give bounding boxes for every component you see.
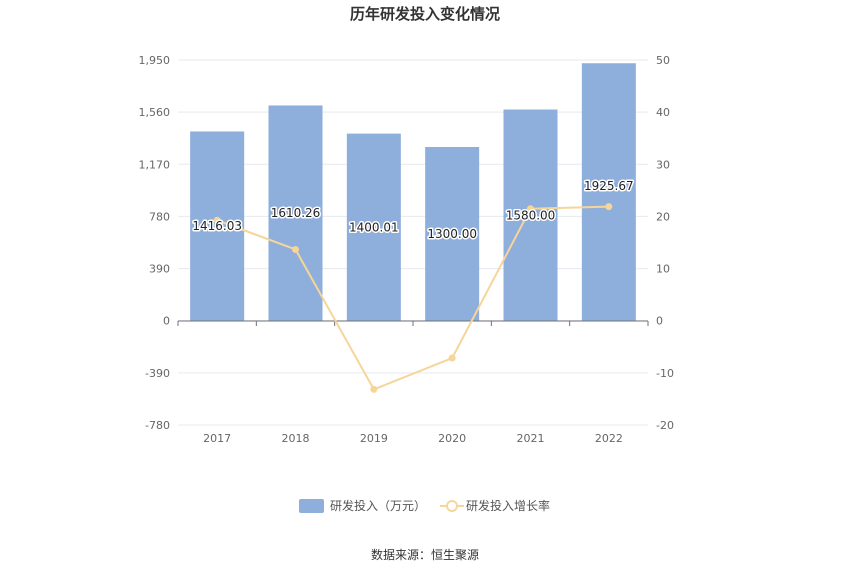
x-axis: 2017 2018 2019 2020 2021 2022	[177, 320, 649, 445]
right-tick-label: 10	[656, 263, 670, 276]
x-tick-label: 2019	[360, 432, 388, 445]
bar	[503, 109, 558, 322]
bar-value-label: 1580.00	[506, 208, 556, 222]
line-series	[213, 203, 613, 393]
legend-line-marker	[446, 500, 458, 512]
bar	[581, 63, 636, 322]
growth-point	[292, 245, 299, 253]
bar	[268, 105, 323, 321]
right-tick-label: -20	[656, 419, 674, 432]
x-tick-label: 2017	[203, 432, 231, 445]
left-tick-label: 390	[149, 263, 170, 276]
bar-value-label: 1416.03	[192, 219, 242, 233]
left-tick-label: 1,170	[139, 158, 171, 171]
right-axis-ticks: 50 40 30 20 10 0 -10 -20	[656, 54, 674, 432]
right-tick-label: -10	[656, 367, 674, 380]
legend-bar-swatch	[299, 499, 324, 513]
right-tick-label: 50	[656, 54, 670, 67]
x-tick-label: 2020	[438, 432, 466, 445]
bar-value-label: 1300.00	[427, 227, 477, 241]
left-tick-label: 1,950	[139, 54, 171, 67]
growth-point	[605, 203, 613, 211]
bar-value-label: 1610.26	[271, 206, 321, 220]
bar-value-label: 1925.67	[584, 179, 634, 193]
source-note: 数据来源：恒生聚源	[371, 547, 479, 562]
growth-point	[213, 216, 221, 224]
right-tick-label: 40	[656, 106, 670, 119]
left-tick-label: -780	[145, 419, 170, 432]
left-axis-ticks: 1,950 1,560 1,170 780 390 0 -390 -780	[139, 54, 171, 432]
bar	[425, 147, 480, 321]
left-tick-label: 1,560	[139, 106, 171, 119]
left-tick-label: -390	[145, 367, 170, 380]
data-labels: 1416.03 1610.26 1400.01 1300.00 1580.00 1925.…	[191, 178, 635, 243]
x-tick-label: 2018	[282, 432, 310, 445]
x-tick-label: 2022	[595, 432, 623, 445]
growth-point	[527, 205, 534, 213]
growth-point	[370, 385, 378, 393]
bar-series	[190, 63, 636, 322]
grid-lines	[178, 59, 648, 426]
bar	[346, 133, 401, 321]
bar-value-label: 1400.01	[349, 220, 399, 234]
legend[interactable]: 研发投入（万元） 研发投入增长率	[299, 498, 550, 513]
right-tick-label: 30	[656, 158, 670, 171]
legend-bar-label: 研发投入（万元）	[330, 498, 426, 513]
x-tick-label: 2021	[517, 432, 545, 445]
chart-title: 历年研发投入变化情况	[350, 5, 500, 23]
left-tick-label: 0	[163, 315, 170, 328]
growth-line	[216, 205, 609, 391]
right-tick-label: 20	[656, 210, 670, 223]
left-tick-label: 780	[149, 210, 170, 223]
right-tick-label: 0	[656, 315, 663, 328]
growth-point	[448, 354, 456, 362]
legend-line-label: 研发投入增长率	[466, 498, 550, 513]
